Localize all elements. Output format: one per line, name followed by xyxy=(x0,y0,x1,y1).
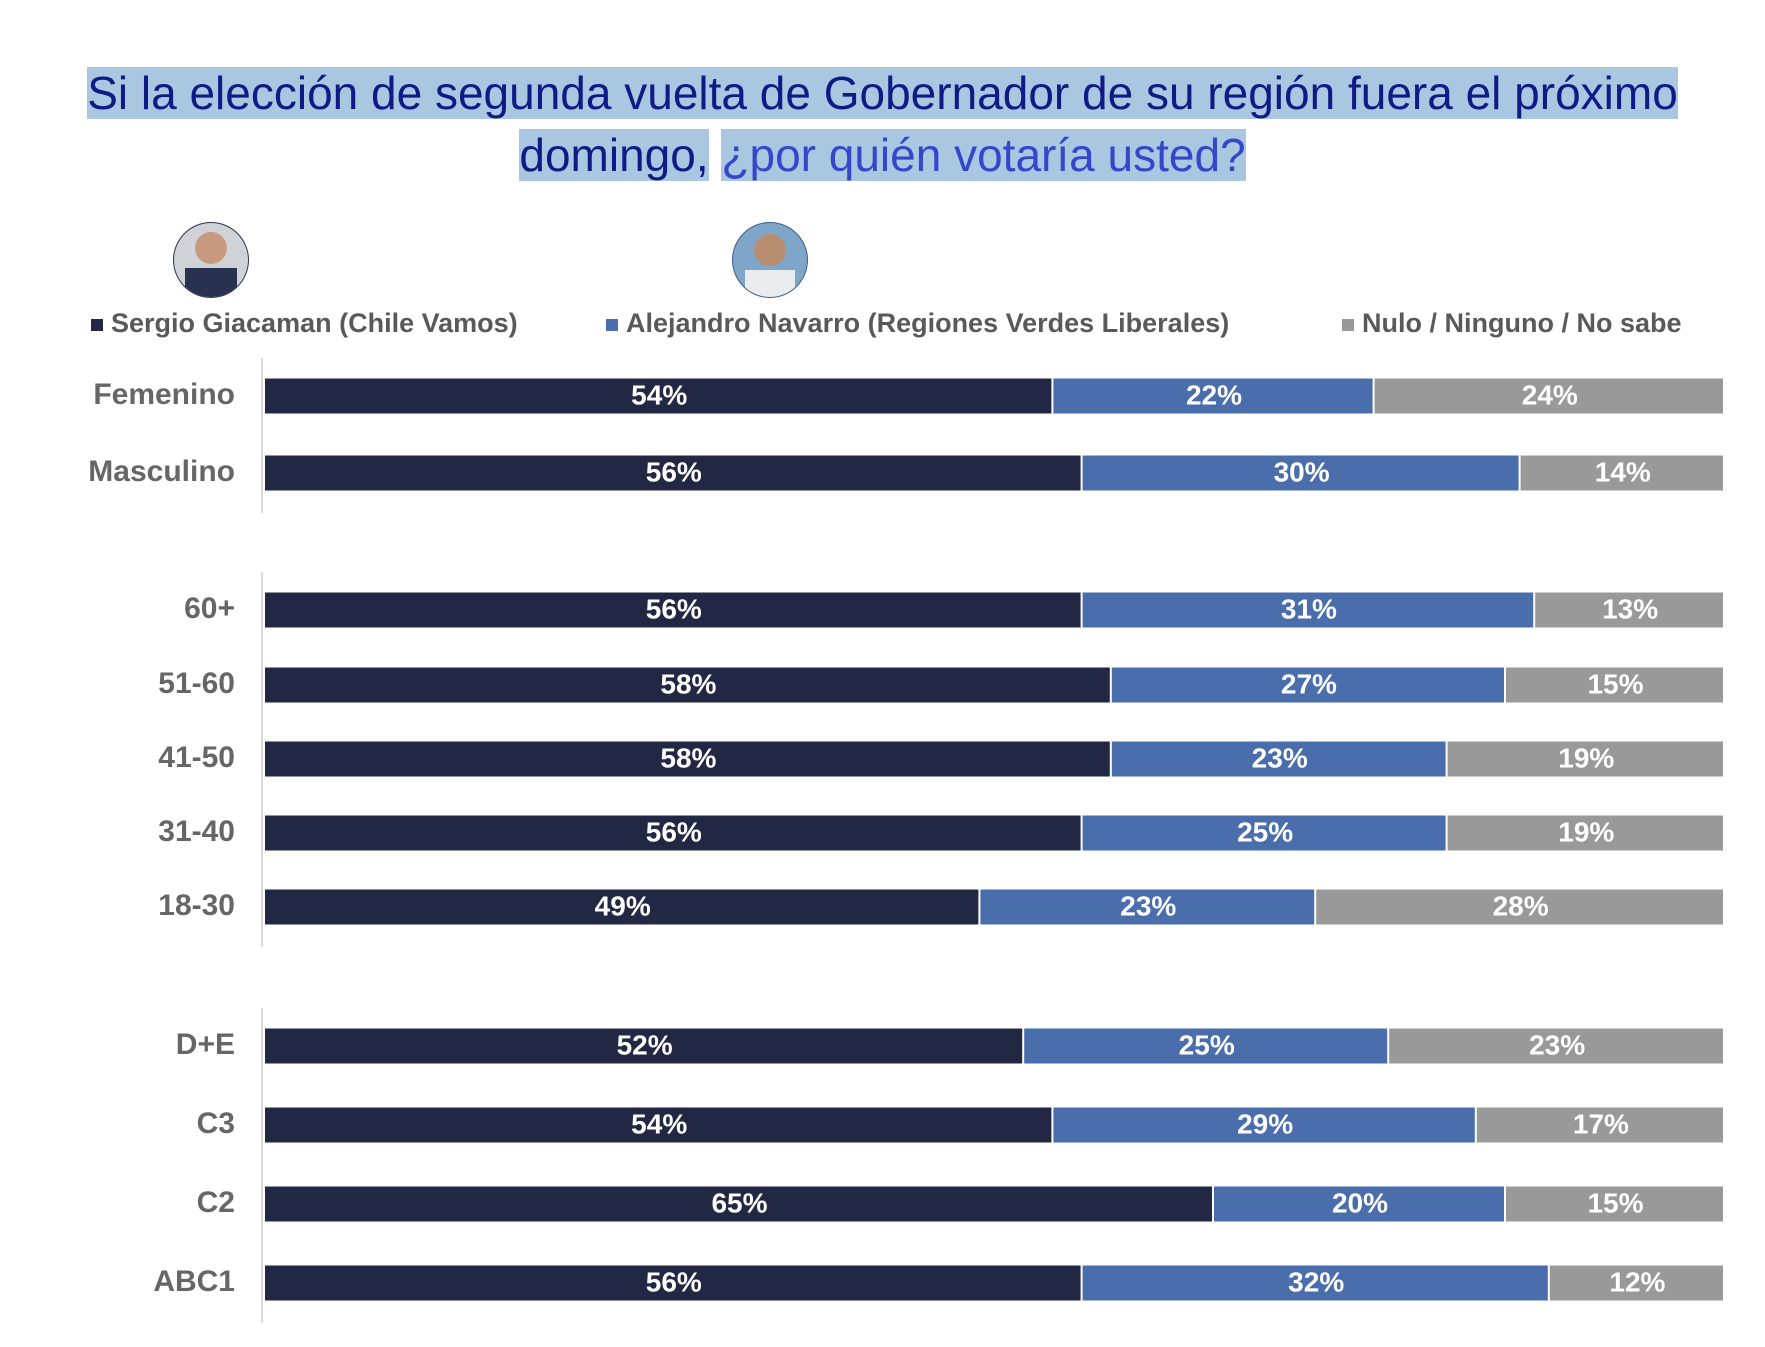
bar-segment xyxy=(265,889,979,925)
value-label: 24% xyxy=(1522,379,1578,410)
value-label: 56% xyxy=(646,456,702,487)
bar-segment xyxy=(265,1028,1023,1064)
y-tick-label: C2 xyxy=(197,1186,235,1219)
value-label: 14% xyxy=(1595,456,1651,487)
value-label: 25% xyxy=(1179,1029,1235,1060)
bar-segment xyxy=(1053,378,1373,414)
bar-segment xyxy=(1476,1107,1723,1143)
y-tick-label: 18-30 xyxy=(158,889,235,922)
value-label: 49% xyxy=(595,890,651,921)
legend-swatch xyxy=(1342,319,1354,331)
legend-label: Nulo / Ninguno / No sabe xyxy=(1362,308,1682,338)
value-label: 15% xyxy=(1587,668,1643,699)
y-tick-label: 31-40 xyxy=(158,815,235,848)
bar-segment xyxy=(265,1107,1052,1143)
value-label: 56% xyxy=(646,816,702,847)
value-label: 56% xyxy=(646,593,702,624)
value-label: 23% xyxy=(1120,890,1176,921)
legend-swatch xyxy=(91,319,103,331)
bar-segment xyxy=(1447,741,1723,777)
value-label: 27% xyxy=(1281,668,1337,699)
y-tick-label: Masculino xyxy=(88,455,235,488)
value-label: 17% xyxy=(1573,1108,1629,1139)
value-label: 54% xyxy=(631,1108,687,1139)
bar-segment xyxy=(265,741,1110,777)
value-label: 58% xyxy=(660,668,716,699)
bar-segment xyxy=(265,815,1081,851)
value-label: 56% xyxy=(646,1266,702,1297)
title-question: ¿por quién votaría usted? xyxy=(721,129,1246,181)
value-label: 22% xyxy=(1186,379,1242,410)
y-tick-label: Femenino xyxy=(93,378,235,411)
value-label: 29% xyxy=(1237,1108,1293,1139)
y-tick-label: 51-60 xyxy=(158,667,235,700)
bar-segment xyxy=(265,1265,1081,1301)
y-tick-label: ABC1 xyxy=(153,1265,235,1298)
value-label: 23% xyxy=(1252,742,1308,773)
value-label: 19% xyxy=(1558,816,1614,847)
bar-segment xyxy=(265,1186,1212,1222)
bar-segment xyxy=(265,455,1081,491)
bar-segment xyxy=(1374,378,1723,414)
bar-segment xyxy=(980,889,1315,925)
y-tick-label: C3 xyxy=(197,1107,235,1140)
bar-segment xyxy=(1082,592,1534,628)
bar-segment xyxy=(265,592,1081,628)
bar-segment xyxy=(1082,1265,1548,1301)
value-label: 30% xyxy=(1274,456,1330,487)
bar-segment xyxy=(1053,1107,1475,1143)
value-label: 52% xyxy=(617,1029,673,1060)
bar-segment xyxy=(1506,1186,1723,1222)
bar-segment xyxy=(265,378,1052,414)
chart-title: Si la elección de segunda vuelta de Gobe… xyxy=(0,62,1765,186)
legend-label: Sergio Giacaman (Chile Vamos) xyxy=(111,308,518,338)
value-label: 28% xyxy=(1493,890,1549,921)
value-label: 54% xyxy=(631,379,687,410)
bar-segment xyxy=(1389,1028,1723,1064)
bar-segment xyxy=(1111,741,1446,777)
legend-label: Alejandro Navarro (Regiones Verdes Liber… xyxy=(626,308,1229,338)
bar-segment xyxy=(1316,889,1723,925)
value-label: 31% xyxy=(1281,593,1337,624)
candidate-photo xyxy=(732,222,808,298)
y-tick-label: D+E xyxy=(176,1028,235,1061)
bar-segment xyxy=(265,667,1110,703)
bar-segment xyxy=(1024,1028,1388,1064)
value-label: 12% xyxy=(1609,1266,1665,1297)
value-label: 58% xyxy=(660,742,716,773)
value-label: 20% xyxy=(1332,1187,1388,1218)
bar-segment xyxy=(1111,667,1504,703)
value-label: 65% xyxy=(711,1187,767,1218)
value-label: 23% xyxy=(1529,1029,1585,1060)
y-tick-label: 41-50 xyxy=(158,741,235,774)
y-tick-label: 60+ xyxy=(184,592,235,625)
bar-segment xyxy=(1214,1186,1504,1222)
bar-segment xyxy=(1535,592,1723,628)
bar-segment xyxy=(1082,815,1446,851)
bar-segment xyxy=(1082,455,1519,491)
legend-swatch xyxy=(606,319,618,331)
value-label: 32% xyxy=(1288,1266,1344,1297)
bar-segment xyxy=(1549,1265,1723,1301)
value-label: 13% xyxy=(1602,593,1658,624)
bar-segment xyxy=(1520,455,1723,491)
candidate-photo xyxy=(173,222,249,298)
bar-segment xyxy=(1506,667,1723,703)
value-label: 19% xyxy=(1558,742,1614,773)
value-label: 25% xyxy=(1237,816,1293,847)
value-label: 15% xyxy=(1587,1187,1643,1218)
bar-segment xyxy=(1447,815,1723,851)
